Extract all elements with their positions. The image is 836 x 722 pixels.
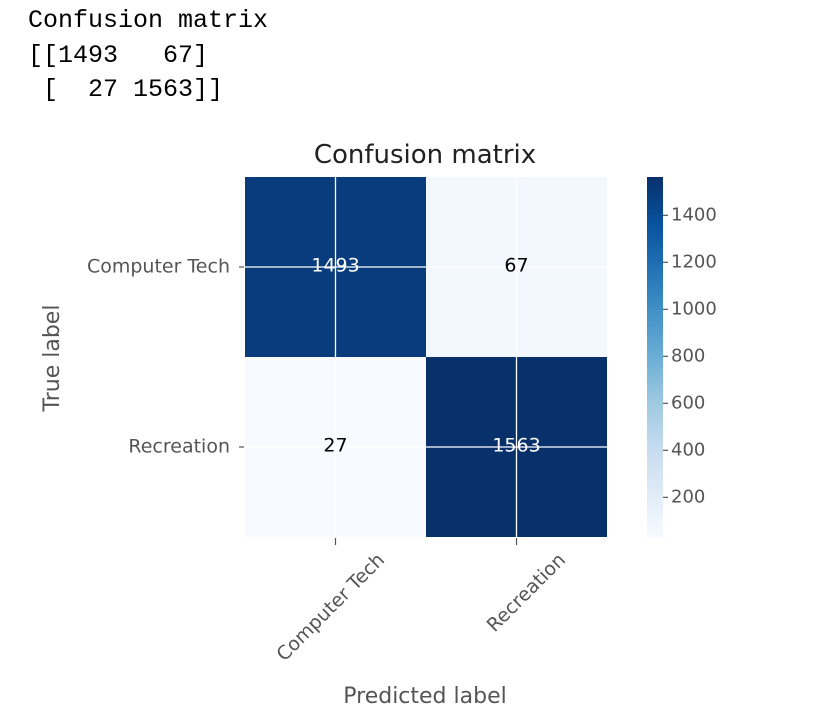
y-tick-label: Recreation [128,436,230,458]
colorbar-tick-label: 1400 [671,204,717,225]
x-axis-label: Predicted label [343,684,506,709]
colorbar-tick-label: 200 [671,486,705,507]
chart-title: Confusion matrix [314,140,536,170]
heatmap-cell-labels: 1493 67 27 1563 [311,255,540,457]
cell-value-label: 1493 [311,255,359,277]
heatmap-grid [245,177,607,537]
console-line-title: Confusion matrix [28,6,269,35]
y-tick-label: Computer Tech [87,256,230,278]
x-tick-label: Recreation [483,549,570,636]
colorbar-tick-label: 600 [671,392,705,413]
colorbar-tick-label: 800 [671,345,705,366]
y-axis-label: True label [40,305,65,413]
cell-value-label: 67 [504,255,528,277]
console-line-matrix-row-1: [[1493 67] [28,40,209,70]
colorbar-tick-label: 1200 [671,251,717,272]
console-output: Confusion matrix [[1493 67] [ 27 1563]] [28,4,268,108]
colorbar-ticks: 200 400 600 800 1000 1200 1400 [663,204,717,507]
colorbar [647,177,663,538]
colorbar-tick-label: 1000 [671,298,717,319]
heatmap-cells [245,177,607,537]
x-tick-label: Computer Tech [272,549,389,666]
x-axis-ticks: Computer Tech Recreation [272,538,570,666]
cell-value-label: 27 [323,435,347,457]
cell-value-label: 1563 [492,435,540,457]
console-line-matrix-row-2: [ 27 1563]] [28,75,224,104]
colorbar-tick-label: 400 [671,439,705,460]
y-axis-ticks: Computer Tech Recreation [87,256,244,458]
